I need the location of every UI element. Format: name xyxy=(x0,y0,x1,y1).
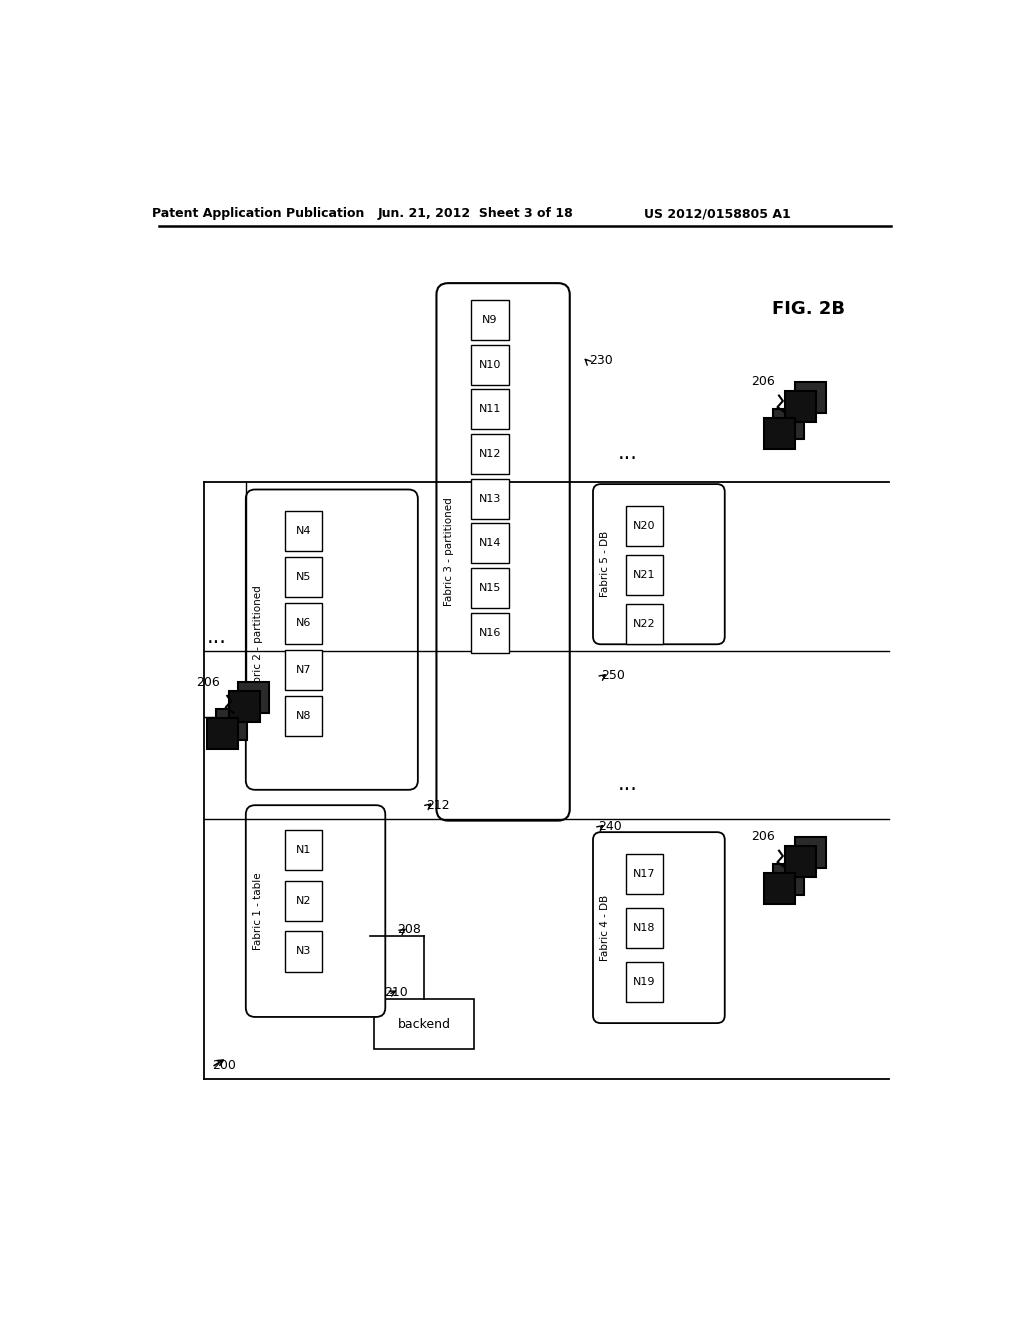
Text: ...: ... xyxy=(617,774,638,793)
Bar xyxy=(471,568,509,609)
Text: 240: 240 xyxy=(598,820,623,833)
Bar xyxy=(285,696,322,737)
Bar xyxy=(471,479,509,519)
Bar xyxy=(375,999,474,1049)
Text: N20: N20 xyxy=(633,520,655,531)
Text: 206: 206 xyxy=(751,375,775,388)
Bar xyxy=(626,854,663,894)
Bar xyxy=(626,961,663,1002)
Text: Jun. 21, 2012  Sheet 3 of 18: Jun. 21, 2012 Sheet 3 of 18 xyxy=(377,207,573,220)
Text: N17: N17 xyxy=(633,869,655,879)
FancyBboxPatch shape xyxy=(246,490,418,789)
Text: 212: 212 xyxy=(426,799,450,812)
Bar xyxy=(471,389,509,429)
Text: 230: 230 xyxy=(589,354,613,367)
Bar xyxy=(471,524,509,564)
Bar xyxy=(238,682,269,713)
Bar xyxy=(285,557,322,598)
Text: N12: N12 xyxy=(478,449,501,459)
Text: N8: N8 xyxy=(295,711,311,721)
Text: N9: N9 xyxy=(482,315,498,325)
Text: N10: N10 xyxy=(479,360,501,370)
Text: 200: 200 xyxy=(212,1059,236,1072)
Text: N16: N16 xyxy=(479,628,501,638)
Text: N14: N14 xyxy=(478,539,501,548)
FancyBboxPatch shape xyxy=(593,484,725,644)
Text: backend: backend xyxy=(397,1018,451,1031)
Bar xyxy=(207,718,238,748)
Text: 206: 206 xyxy=(197,676,220,689)
Bar xyxy=(216,709,248,739)
Text: N13: N13 xyxy=(479,494,501,504)
Bar xyxy=(764,873,795,904)
Text: N21: N21 xyxy=(633,570,655,579)
Text: Fabric 2 - partitioned: Fabric 2 - partitioned xyxy=(253,585,263,694)
Bar xyxy=(626,605,663,644)
Text: N6: N6 xyxy=(296,619,311,628)
Text: Patent Application Publication: Patent Application Publication xyxy=(152,207,365,220)
Text: N5: N5 xyxy=(296,573,311,582)
Bar xyxy=(626,908,663,948)
Text: N11: N11 xyxy=(479,404,501,414)
Bar xyxy=(285,603,322,644)
Bar xyxy=(471,345,509,385)
Text: N18: N18 xyxy=(633,923,655,933)
Text: 206: 206 xyxy=(751,830,775,843)
Bar xyxy=(471,612,509,653)
Bar xyxy=(626,506,663,545)
FancyBboxPatch shape xyxy=(593,832,725,1023)
Bar xyxy=(795,381,825,412)
Text: N3: N3 xyxy=(296,946,311,957)
Bar xyxy=(285,880,322,921)
Bar xyxy=(285,932,322,972)
FancyBboxPatch shape xyxy=(246,805,385,1016)
Text: 208: 208 xyxy=(397,924,421,936)
Text: Fabric 5 - DB: Fabric 5 - DB xyxy=(600,531,609,598)
Text: N4: N4 xyxy=(295,527,311,536)
Text: US 2012/0158805 A1: US 2012/0158805 A1 xyxy=(644,207,791,220)
Text: N7: N7 xyxy=(295,665,311,675)
Bar xyxy=(773,863,804,895)
Bar xyxy=(285,830,322,870)
Bar xyxy=(795,837,825,867)
Bar xyxy=(471,300,509,341)
Text: 250: 250 xyxy=(601,669,625,682)
Bar xyxy=(228,692,260,722)
Bar xyxy=(785,391,816,422)
Bar xyxy=(285,649,322,689)
Text: N19: N19 xyxy=(633,977,655,986)
Text: ...: ... xyxy=(207,627,227,647)
Text: N2: N2 xyxy=(295,896,311,906)
Bar xyxy=(471,434,509,474)
Text: Fabric 3 - partitioned: Fabric 3 - partitioned xyxy=(443,498,454,606)
Bar xyxy=(773,409,804,440)
Bar xyxy=(285,511,322,552)
Text: Fabric 1 - table: Fabric 1 - table xyxy=(253,873,263,950)
Text: ...: ... xyxy=(617,442,638,462)
Text: FIG. 2B: FIG. 2B xyxy=(772,300,845,318)
Text: N1: N1 xyxy=(296,845,311,855)
Text: N22: N22 xyxy=(633,619,655,630)
Text: N15: N15 xyxy=(479,583,501,593)
Bar xyxy=(764,418,795,449)
FancyBboxPatch shape xyxy=(436,284,569,821)
Bar xyxy=(785,846,816,876)
Text: Fabric 4 - DB: Fabric 4 - DB xyxy=(600,895,609,961)
Text: 210: 210 xyxy=(384,986,408,999)
Bar xyxy=(626,554,663,595)
